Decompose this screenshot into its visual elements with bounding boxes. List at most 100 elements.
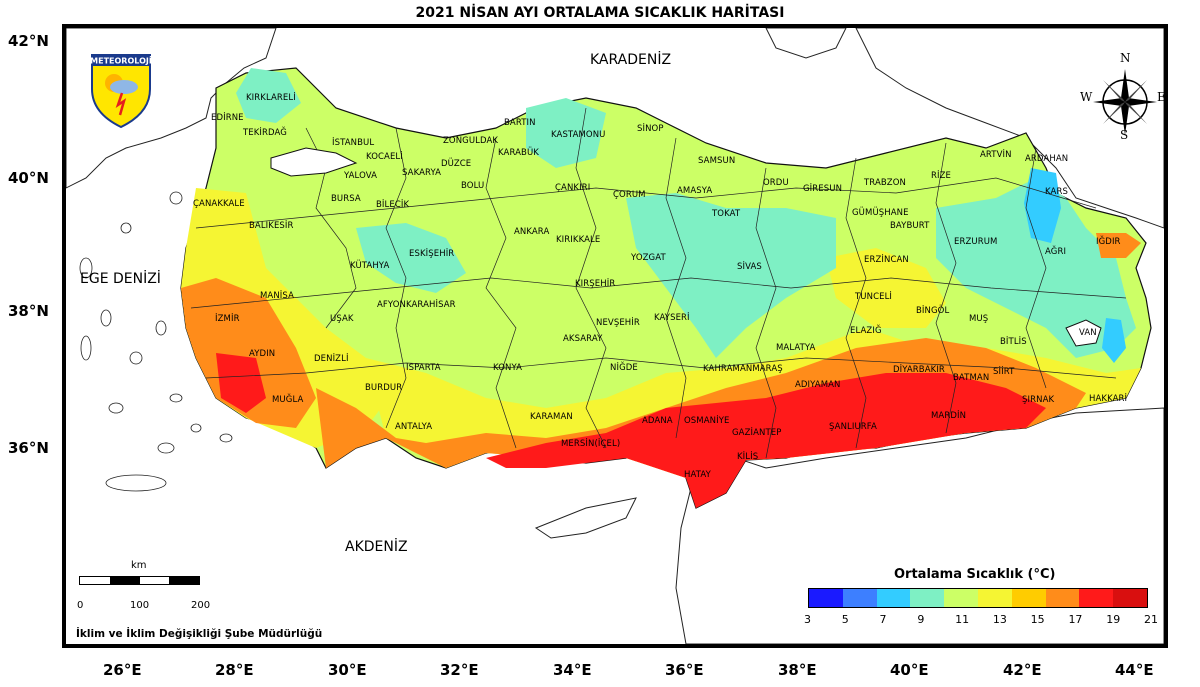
sea-akdeniz: AKDENİZ — [345, 539, 408, 555]
city-label: KARS — [1045, 187, 1068, 197]
sea-karadeniz: KARADENİZ — [590, 52, 672, 68]
city-label: IĞDIR — [1096, 237, 1121, 247]
city-label: HATAY — [684, 470, 711, 480]
zone-blue-van — [1102, 318, 1126, 363]
scale-label: 100 — [130, 600, 150, 611]
city-label: ESKİŞEHİR — [409, 249, 455, 259]
marmara-sea — [270, 147, 358, 177]
city-label: BOLU — [461, 181, 485, 191]
lat-label: 40°N — [8, 169, 49, 187]
legend-tick-label: 5 — [841, 613, 849, 626]
lat-label: 38°N — [8, 302, 49, 320]
city-label: İZMİR — [215, 314, 240, 324]
city-label: SİNOP — [637, 124, 664, 134]
city-label: MERSİN(İÇEL) — [561, 439, 621, 449]
city-label: MUŞ — [969, 314, 989, 324]
city-label: YALOVA — [344, 171, 378, 181]
city-label: BATMAN — [953, 373, 990, 383]
crimea-shore — [765, 28, 847, 59]
city-label: BURDUR — [365, 383, 403, 393]
zone-cyan-central — [626, 193, 836, 358]
city-label: MANİSA — [260, 291, 294, 301]
legend-swatch — [1113, 589, 1147, 607]
legend-tick-label: 21 — [1144, 613, 1158, 626]
city-label: SAKARYA — [402, 168, 442, 178]
zone-orange-igdir — [1096, 233, 1141, 258]
legend-swatch — [910, 589, 945, 607]
city-label: ŞANLIURFA — [829, 422, 877, 432]
zone-blue-kars — [1024, 168, 1061, 243]
city-label: UŞAK — [330, 314, 354, 324]
city-label: TRABZON — [864, 178, 906, 188]
city-label: BİLECİK — [376, 200, 410, 210]
scale-unit: km — [131, 560, 147, 571]
legend-tick-label: 9 — [917, 613, 925, 626]
city-label: AMASYA — [677, 186, 713, 196]
legend-tick-label: 11 — [955, 613, 970, 626]
city-label: YOZGAT — [631, 253, 666, 263]
zone-cyan-thrace — [236, 68, 301, 123]
city-label: DENİZLİ — [314, 354, 349, 364]
city-label: KONYA — [493, 363, 523, 373]
scale-label: 0 — [77, 600, 84, 611]
map-frame: METEOROLOJİ — [62, 24, 1168, 648]
legend-swatch — [809, 589, 843, 607]
city-label: KÜTAHYA — [350, 261, 390, 271]
city-label: NEVŞEHİR — [596, 318, 640, 328]
city-label: ELAZIĞ — [850, 326, 882, 336]
city-label: RİZE — [931, 171, 952, 181]
city-label: ARDAHAN — [1025, 154, 1069, 164]
city-label: ANTALYA — [395, 422, 433, 432]
lon-label: 34°E — [553, 661, 592, 679]
city-label: SİİRT — [993, 367, 1015, 377]
lon-label: 42°E — [1003, 661, 1042, 679]
sea-ege: EGE DENİZİ — [80, 271, 161, 287]
city-label: SAMSUN — [698, 156, 736, 166]
legend-tick-label: 15 — [1030, 613, 1045, 626]
legend-swatch — [1045, 589, 1080, 607]
zone-cyan-kastamonu — [526, 98, 606, 168]
city-label: AKSARAY — [563, 334, 603, 344]
temperature-map — [66, 28, 1164, 644]
legend-tick-label: 19 — [1106, 613, 1121, 626]
city-label: TOKAT — [712, 209, 741, 219]
city-label: EDİRNE — [211, 113, 244, 123]
lat-label: 36°N — [8, 439, 49, 457]
zone-cyan-east — [936, 178, 1136, 358]
lon-label: 32°E — [440, 661, 479, 679]
city-label: ORDU — [763, 178, 789, 188]
map-title: 2021 NİSAN AYI ORTALAMA SICAKLIK HARİTAS… — [415, 5, 785, 21]
city-label: GAZİANTEP — [732, 428, 782, 438]
legend-title: Ortalama Sıcaklık (°C) — [894, 567, 1056, 582]
compass-s-label: S — [1120, 128, 1129, 142]
legend-swatch — [876, 589, 911, 607]
city-label: AFYONKARAHİSAR — [377, 300, 456, 310]
svg-text:METEOROLOJİ: METEOROLOJİ — [90, 56, 152, 66]
city-label: GİRESUN — [803, 184, 843, 194]
city-label: NİĞDE — [610, 363, 638, 373]
city-label: KIRKLARELİ — [246, 93, 296, 103]
city-label: ZONGULDAK — [443, 136, 499, 146]
city-label: KAHRAMANMARAŞ — [703, 364, 783, 374]
city-label: KOCAELİ — [366, 152, 403, 162]
city-label: KASTAMONU — [551, 130, 606, 140]
city-label: BURSA — [331, 194, 361, 204]
city-label: ÇANKIRI — [555, 183, 591, 193]
lon-label: 26°E — [103, 661, 142, 679]
compass-e-label: E — [1157, 90, 1166, 104]
city-label: ADANA — [642, 416, 673, 426]
city-label: SİVAS — [737, 262, 762, 272]
city-label: BİNGÖL — [916, 306, 950, 316]
city-label: BİTLİS — [1000, 337, 1027, 347]
scale-label: 200 — [191, 600, 211, 611]
city-label: ÇORUM — [613, 190, 646, 200]
city-label: DÜZCE — [441, 159, 472, 169]
city-label: BALIKESİR — [249, 221, 294, 231]
caucasus-land — [855, 28, 1164, 229]
city-label: ANKARA — [514, 227, 550, 237]
lon-label: 38°E — [778, 661, 817, 679]
scale-bar — [79, 576, 200, 585]
city-label: GÜMÜŞHANE — [852, 208, 909, 218]
compass-w-label: W — [1080, 90, 1093, 104]
lon-label: 40°E — [890, 661, 929, 679]
